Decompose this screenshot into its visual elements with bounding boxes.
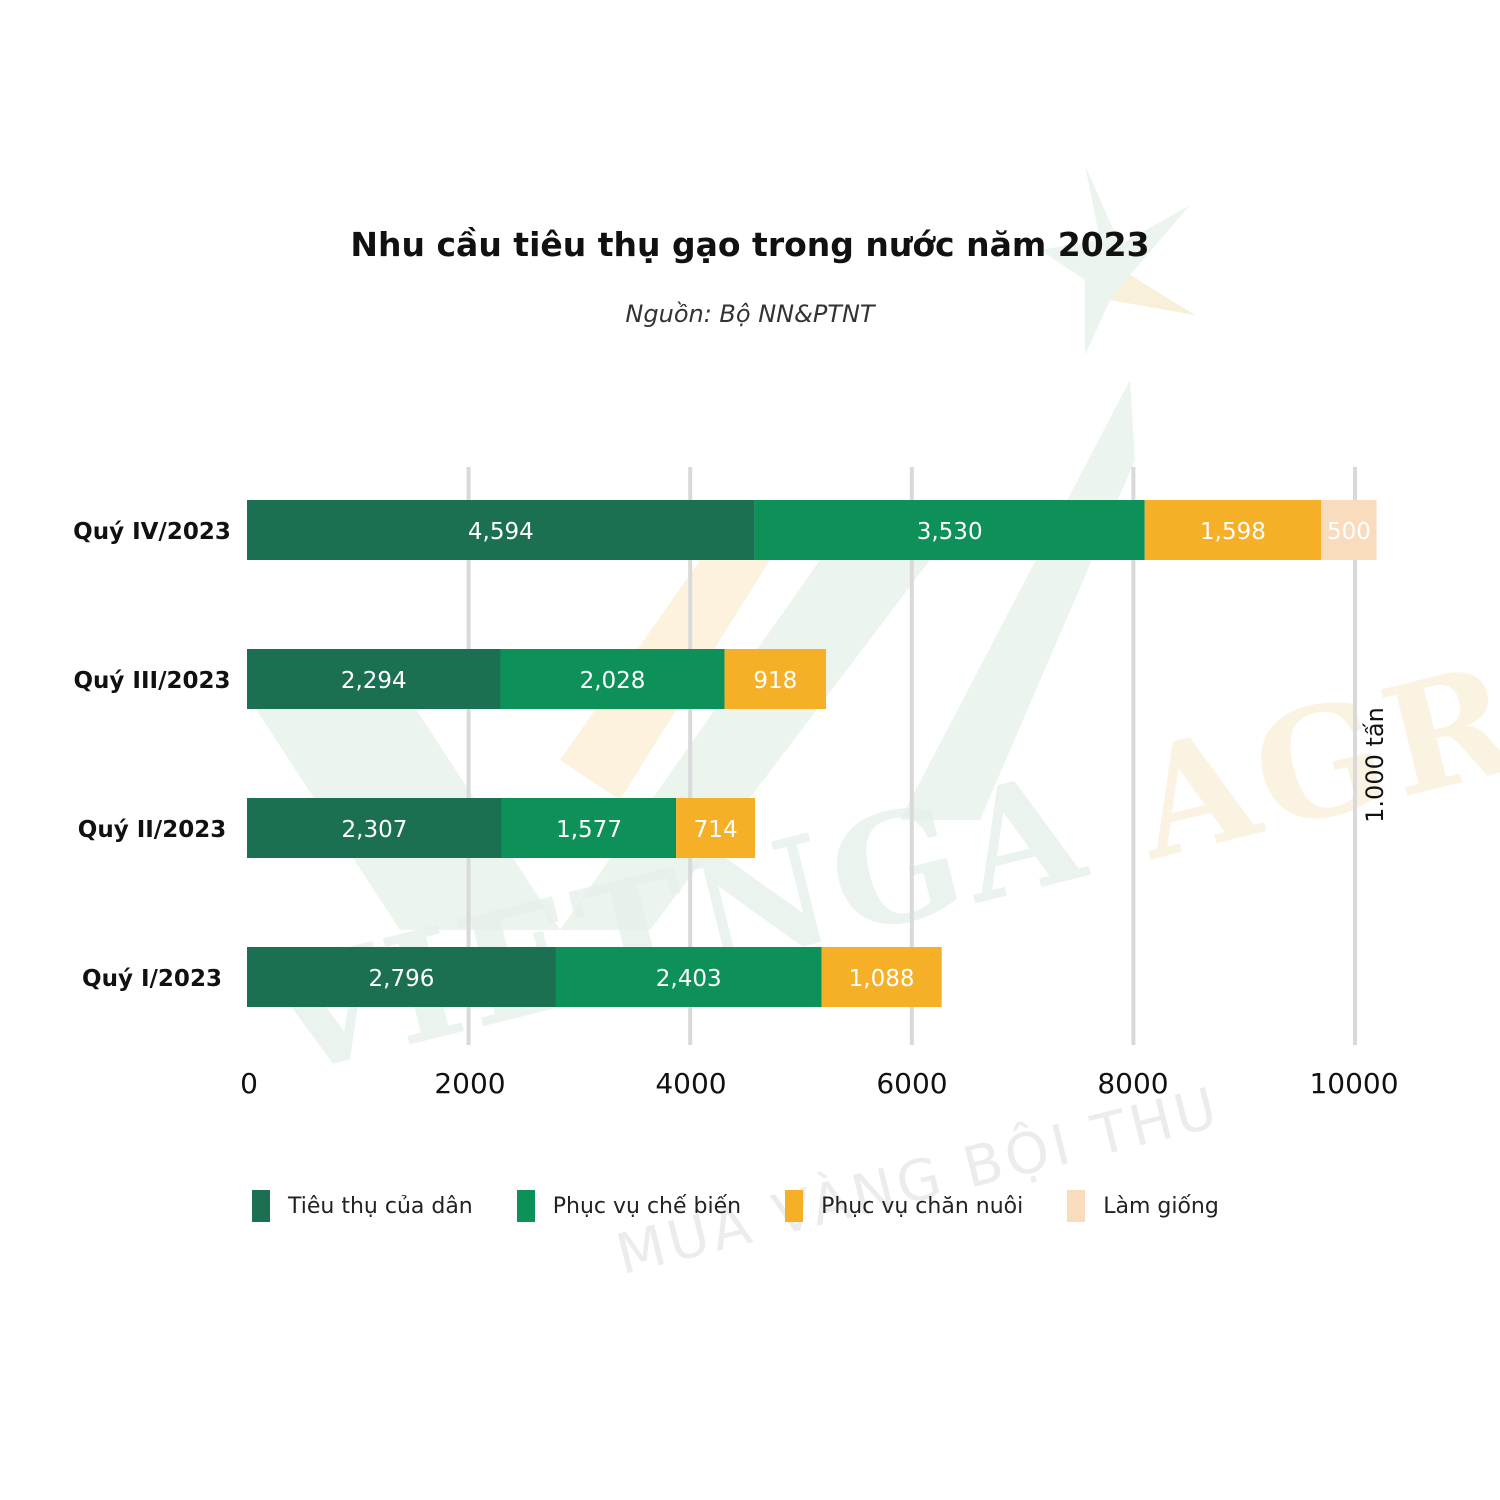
legend-label: Tiêu thụ của dân — [288, 1193, 473, 1219]
data-label: 1,088 — [849, 966, 915, 992]
data-label: 714 — [694, 817, 738, 843]
bar-segment — [754, 500, 1145, 560]
chart-subtitle: Nguồn: Bộ NN&PTNT — [625, 300, 875, 328]
data-label: 2,796 — [369, 966, 435, 992]
legend-label: Làm giống — [1103, 1193, 1219, 1219]
data-label: 4,594 — [468, 519, 534, 545]
data-label: 500 — [1327, 519, 1371, 545]
bar-segment — [247, 798, 502, 858]
data-label: 3,530 — [917, 519, 983, 545]
bar-segment — [500, 649, 725, 709]
category-label: Quý II/2023 — [78, 817, 226, 843]
legend-swatch — [252, 1190, 270, 1222]
data-label: 2,028 — [580, 668, 646, 694]
x-tick-label: 6000 — [876, 1067, 947, 1100]
data-label: 2,403 — [656, 966, 722, 992]
category-label: Quý IV/2023 — [73, 519, 231, 545]
unit-label: 1.000 tấn — [1361, 707, 1389, 823]
legend-swatch — [516, 1190, 535, 1222]
x-tick-label: 0 — [240, 1067, 258, 1100]
legend: Tiêu thụ của dân Phục vụ chế biến Phục vụ … — [252, 1188, 1263, 1224]
x-tick-label: 10000 — [1309, 1067, 1398, 1100]
legend-item: Phục vụ chăn nuôi — [785, 1190, 1067, 1222]
legend-label: Phục vụ chăn nuôi — [821, 1193, 1024, 1219]
x-tick-label: 8000 — [1097, 1067, 1168, 1100]
bar-segment — [555, 947, 822, 1007]
legend-item: Làm giống — [1067, 1190, 1263, 1222]
x-tick-label: 2000 — [434, 1067, 505, 1100]
bar-segment — [676, 798, 756, 858]
bar-segment — [247, 947, 556, 1007]
bar-segment — [247, 500, 755, 560]
bar-segment — [724, 649, 827, 709]
data-label: 1,577 — [556, 817, 622, 843]
category-label: Quý III/2023 — [73, 668, 230, 694]
legend-swatch — [1067, 1190, 1086, 1222]
legend-item: Tiêu thụ của dân — [252, 1190, 517, 1222]
data-label: 2,294 — [341, 668, 407, 694]
x-tick-label: 4000 — [655, 1067, 726, 1100]
legend-swatch — [785, 1190, 804, 1222]
data-label: 1,598 — [1200, 519, 1266, 545]
legend-label: Phục vụ chế biến — [552, 1193, 742, 1219]
bar-segment — [1144, 500, 1322, 560]
data-label: 2,307 — [342, 817, 408, 843]
data-label: 918 — [753, 668, 797, 694]
bar-segment — [821, 947, 942, 1007]
chart-title: Nhu cầu tiêu thụ gạo trong nước năm 2023 — [350, 225, 1150, 264]
bar-segment — [501, 798, 677, 858]
bar-segment — [1321, 500, 1377, 560]
bar-segment — [247, 649, 501, 709]
category-label: Quý I/2023 — [82, 966, 222, 992]
legend-item: Phục vụ chế biến — [516, 1190, 785, 1222]
